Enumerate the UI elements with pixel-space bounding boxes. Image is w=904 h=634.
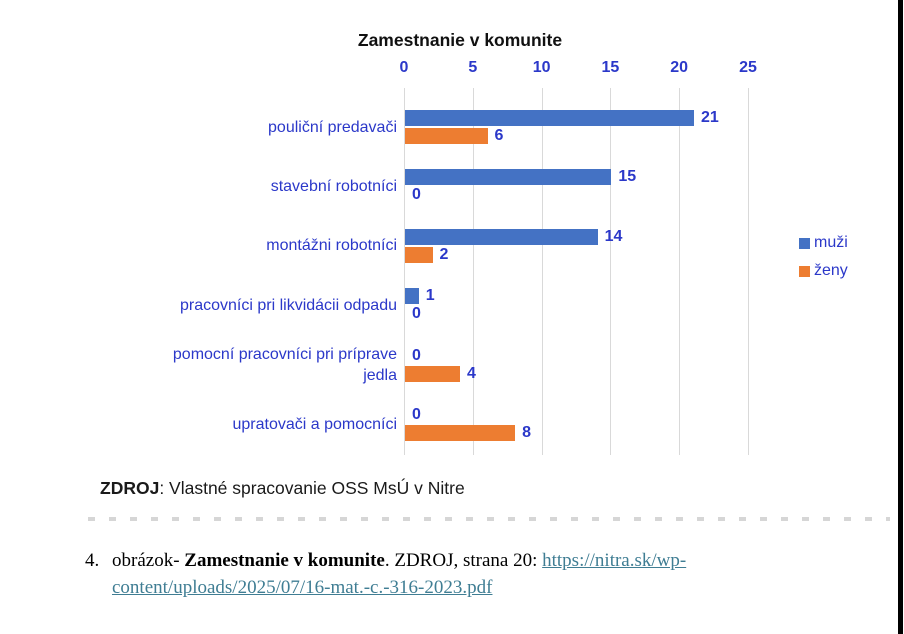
- gridline: [472, 88, 474, 455]
- legend-label-zeny: ženy: [814, 262, 848, 279]
- source-note-text: : Vlastné spracovanie OSS MsÚ v Nitre: [159, 478, 465, 498]
- value-label-zeny: 0: [412, 305, 421, 323]
- caption-link-line1[interactable]: https://nitra.sk/wp-: [542, 550, 687, 571]
- bar-zeny: [405, 128, 488, 144]
- legend: muži ženy: [799, 234, 899, 290]
- value-label-zeny: 0: [412, 186, 421, 204]
- x-axis-tick-label: 0: [399, 59, 409, 76]
- source-note-label: ZDROJ: [100, 478, 160, 498]
- legend-swatch-zeny-icon: [799, 265, 810, 277]
- source-note: ZDROJ: Vlastné spracovanie OSS MsÚ v Nit…: [100, 478, 465, 499]
- figure-caption: 4. obrázok- Zamestnanie v komunite. ZDRO…: [85, 547, 875, 601]
- gridline: [748, 88, 749, 455]
- bar-muzi: [405, 228, 598, 245]
- gridline: [541, 88, 543, 455]
- category-label: upratovači a pomocníci: [232, 415, 397, 433]
- x-axis-tick-label: 5: [468, 59, 478, 76]
- value-label-muzi: 14: [604, 227, 623, 245]
- bar-zeny: [405, 425, 516, 441]
- bar-muzi: [405, 169, 612, 186]
- legend-swatch-muzi-icon: [799, 237, 810, 249]
- value-label-zeny: 6: [494, 127, 504, 144]
- bar-muzi: [405, 110, 694, 126]
- value-label-zeny: 4: [467, 364, 476, 382]
- value-label-muzi: 15: [618, 168, 637, 186]
- value-label-zeny: 8: [522, 424, 531, 441]
- value-label-zeny: 2: [439, 245, 449, 263]
- category-label: pomocní pracovníci pri príprave jedla: [172, 345, 397, 384]
- caption-number: 4.: [85, 550, 100, 571]
- gridline: [610, 88, 612, 455]
- x-axis-tick-label: 25: [739, 59, 757, 76]
- cropped-text-line: [88, 517, 890, 521]
- bar-zeny: [405, 246, 433, 263]
- chart-title: Zamestnanie v komunite: [357, 30, 563, 50]
- category-label: pracovníci pri likvidácii odpadu: [180, 296, 397, 314]
- bar-zeny: [405, 365, 461, 382]
- x-axis-tick-label: 20: [670, 59, 689, 76]
- caption-link-line2[interactable]: content/uploads/2025/07/16-mat.-c.-316-2…: [112, 577, 493, 598]
- x-axis-tick-label: 15: [601, 59, 620, 76]
- legend-item-muzi: muži: [799, 234, 899, 252]
- legend-item-zeny: ženy: [799, 262, 899, 280]
- right-edge-bar: [898, 0, 903, 634]
- caption-body: obrázok- Zamestnanie v komunite. ZDROJ, …: [112, 547, 872, 601]
- caption-link[interactable]: https://nitra.sk/wp-content/uploads/2025…: [112, 550, 686, 598]
- x-axis-tick-label: 10: [532, 59, 551, 76]
- bar-muzi: [405, 288, 419, 305]
- caption-text-before: obrázok-: [112, 550, 185, 571]
- value-label-muzi: 0: [412, 346, 421, 364]
- value-label-muzi: 21: [700, 109, 719, 126]
- gridline: [404, 88, 405, 455]
- category-label: montážni robotníci: [266, 237, 397, 255]
- category-label: stavební robotníci: [270, 177, 397, 195]
- legend-label-muzi: muži: [814, 234, 848, 251]
- gridline: [679, 88, 681, 455]
- caption-text-after: . ZDROJ, strana 20:: [384, 550, 543, 571]
- caption-title-bold: Zamestnanie v komunite: [184, 550, 385, 571]
- value-label-muzi: 1: [425, 287, 435, 305]
- value-label-muzi: 0: [412, 406, 421, 423]
- category-label: pouliční predavači: [268, 118, 397, 136]
